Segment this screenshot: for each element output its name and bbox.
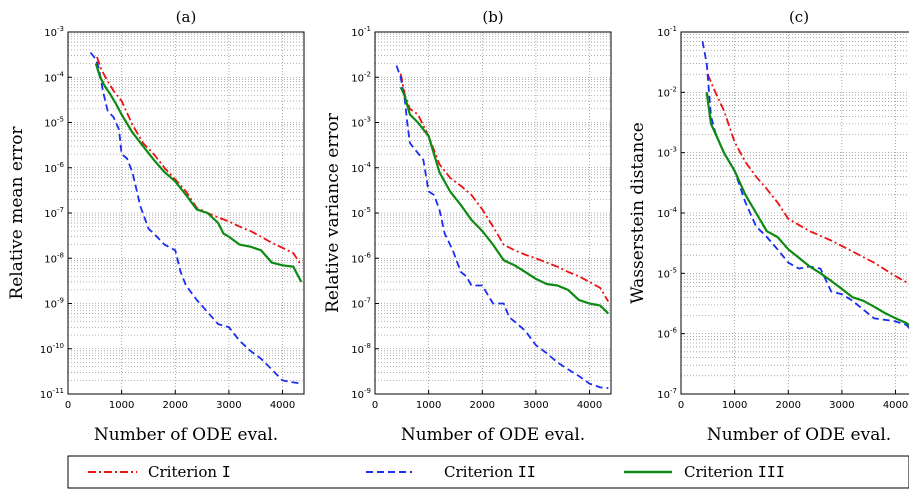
y-tick-label: 10-8 — [351, 342, 371, 356]
x-tick-label: 0 — [372, 400, 378, 411]
legend: Criterion I Criterion II Criterion III — [67, 455, 909, 489]
series-c — [701, 41, 909, 330]
series-line-criterion-iii-a — [94, 63, 303, 283]
legend-label-criterion-i: Criterion I — [148, 463, 231, 481]
panel-a: 0 1000 2000 3000 4000 10-11 10-10 10-9 10-8 10-7 1… — [7, 8, 305, 445]
x-axis-label-a: Number of ODE eval. — [94, 425, 278, 445]
x-tick-label: 2000 — [163, 400, 188, 411]
legend-label-criterion-ii: Criterion II — [444, 463, 536, 481]
x-axis-label-c: Number of ODE eval. — [707, 425, 891, 445]
y-tick-label: 10-2 — [657, 85, 677, 99]
y-axis-label-c: Wasserstein distance — [628, 122, 648, 304]
series-line-criterion-ii-b — [395, 65, 609, 389]
panel-title-a: (a) — [176, 8, 197, 26]
x-tick-label: 4000 — [577, 400, 602, 411]
series-b — [395, 65, 610, 389]
y-tick-label: 10-8 — [44, 251, 64, 265]
y-tick-label: 10-10 — [40, 342, 64, 356]
y-tick-label: 10-3 — [657, 146, 677, 160]
grid-a — [68, 32, 304, 394]
series-line-criterion-i-a — [96, 56, 303, 266]
y-tick-label: 10-7 — [351, 297, 371, 311]
y-tick-label: 10-5 — [44, 116, 64, 130]
series-line-criterion-i-c — [706, 73, 909, 285]
legend-box — [67, 455, 909, 489]
y-tick-label: 10-3 — [44, 25, 64, 39]
y-tick-label: 10-6 — [351, 251, 371, 265]
y-tick-label: 10-4 — [351, 161, 371, 175]
y-axis-label-b: Relative variance error — [323, 112, 343, 313]
series-line-criterion-i-b — [399, 73, 610, 303]
x-tick-label: 1000 — [109, 400, 134, 411]
x-tick-label: 2000 — [470, 400, 495, 411]
y-tick-label: 10-7 — [657, 387, 677, 401]
y-tick-label: 10-3 — [351, 116, 371, 130]
ticks-b: 0 1000 2000 3000 4000 10-9 10-8 10-7 10-6 10-5 10-… — [351, 25, 602, 411]
x-tick-label: 0 — [65, 400, 71, 411]
y-tick-label: 10-5 — [351, 206, 371, 220]
series-line-criterion-iii-c — [705, 92, 909, 327]
x-tick-label: 0 — [678, 400, 684, 411]
panel-title-b: (b) — [482, 8, 503, 26]
panel-b: 0 1000 2000 3000 4000 10-9 10-8 10-7 10-6 10-5 10-… — [323, 8, 612, 445]
y-tick-label: 10-11 — [40, 387, 64, 401]
grid-b — [375, 32, 611, 394]
y-axis-label-a: Relative mean error — [7, 126, 27, 300]
panel-c: 0 1000 2000 3000 4000 10-7 10-6 10-5 10-4 10-3 10-… — [628, 8, 909, 445]
x-tick-label: 4000 — [883, 400, 908, 411]
y-tick-label: 10-7 — [44, 206, 64, 220]
ticks-c: 0 1000 2000 3000 4000 10-7 10-6 10-5 10-4 10-3 10-… — [657, 25, 908, 411]
y-tick-label: 10-4 — [44, 70, 64, 84]
y-tick-label: 10-9 — [44, 297, 64, 311]
x-tick-label: 1000 — [722, 400, 747, 411]
y-tick-label: 10-2 — [351, 70, 371, 84]
x-tick-label: 2000 — [776, 400, 801, 411]
x-tick-label: 1000 — [416, 400, 441, 411]
ticks-a: 0 1000 2000 3000 4000 10-11 10-10 10-9 10-8 10-7 1… — [40, 25, 295, 411]
y-tick-label: 10-1 — [351, 25, 371, 39]
x-tick-label: 4000 — [270, 400, 295, 411]
series-a — [89, 52, 303, 385]
y-tick-label: 10-5 — [657, 266, 677, 280]
y-tick-label: 10-1 — [657, 25, 677, 39]
x-tick-label: 3000 — [523, 400, 548, 411]
series-line-criterion-iii-b — [399, 86, 610, 315]
x-axis-label-b: Number of ODE eval. — [401, 425, 585, 445]
y-tick-label: 10-6 — [44, 161, 64, 175]
x-tick-label: 3000 — [829, 400, 854, 411]
y-tick-label: 10-6 — [657, 327, 677, 341]
y-tick-label: 10-4 — [657, 206, 677, 220]
panel-title-c: (c) — [789, 8, 809, 26]
y-tick-label: 10-9 — [351, 387, 371, 401]
series-line-criterion-ii-c — [701, 41, 909, 330]
legend-label-criterion-iii: Criterion III — [684, 463, 785, 481]
x-tick-label: 3000 — [216, 400, 241, 411]
grid-c — [681, 32, 909, 394]
